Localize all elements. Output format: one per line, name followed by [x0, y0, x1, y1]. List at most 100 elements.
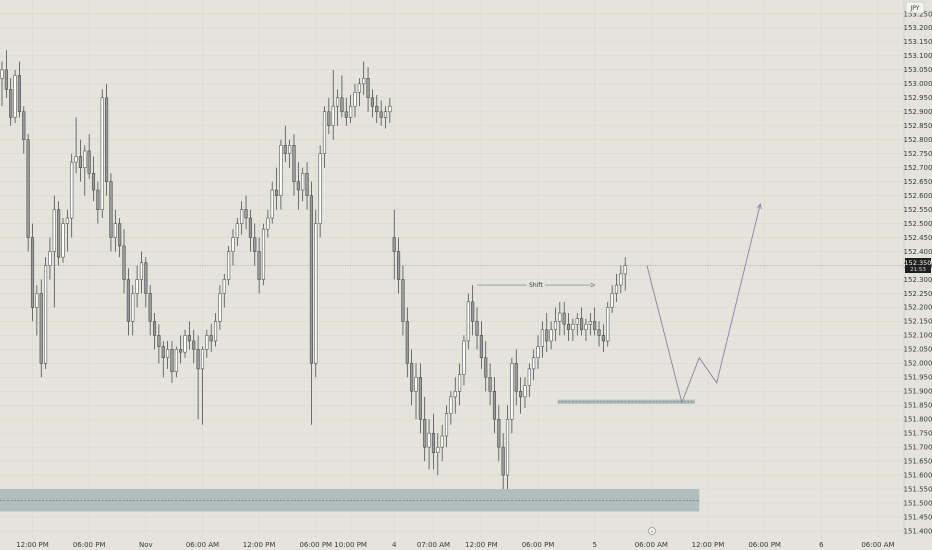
candle	[183, 329, 187, 358]
candle	[152, 313, 157, 350]
x-tick-label: 07:00 AM	[417, 541, 450, 549]
x-tick-label: 06:00 PM	[522, 541, 555, 549]
candle-body-up	[584, 323, 588, 331]
candle-body-up	[74, 156, 78, 163]
candle	[74, 117, 78, 174]
candle	[52, 195, 56, 308]
candle-body-down	[57, 209, 61, 258]
candle	[157, 324, 161, 364]
time-marker[interactable]: ⚡	[648, 527, 656, 536]
candle	[580, 307, 584, 336]
candle-body-down	[405, 321, 409, 364]
time-marker-icon: ⚡	[650, 529, 653, 535]
candle-body-down	[257, 251, 261, 280]
y-tick-label: 151.950	[904, 374, 932, 382]
candle	[296, 162, 300, 210]
y-tick-label: 153.050	[904, 66, 932, 74]
candle	[283, 125, 287, 163]
candle	[261, 223, 266, 286]
candle-body-down	[593, 321, 597, 331]
candle	[606, 301, 610, 347]
candle	[231, 229, 235, 266]
candle	[357, 78, 361, 107]
y-tick-label: 151.550	[904, 485, 932, 493]
candle	[0, 61, 4, 107]
candle-body-up	[462, 340, 466, 375]
candle-body-down	[379, 111, 383, 118]
candle	[170, 340, 174, 383]
demand-zone[interactable]	[557, 399, 695, 404]
candle	[532, 349, 536, 381]
x-tick-label: 6	[819, 541, 824, 549]
projection-path[interactable]	[646, 203, 761, 404]
y-tick-label: 152.800	[904, 136, 932, 144]
candle-body-up	[427, 432, 431, 448]
x-tick-label: 12:00 PM	[243, 541, 276, 549]
x-axis-labels: 12:00 PM 06:00 PM Nov 06:00 AM 12:00 PM 06:00…	[16, 541, 894, 549]
candle	[497, 405, 501, 462]
candle-body-down	[17, 75, 21, 113]
candle-body-down	[26, 139, 30, 238]
candle-body-down	[9, 89, 13, 118]
candle-body-down	[514, 363, 518, 392]
candle-body-up	[623, 265, 627, 275]
y-tick-label: 151.650	[904, 457, 932, 465]
candle-body-up	[318, 153, 322, 224]
candle-body-down	[401, 279, 405, 322]
candle-body-up	[218, 293, 222, 322]
candle-body-up	[240, 209, 244, 224]
candle-body-down	[87, 150, 91, 174]
candle-body-down	[170, 349, 174, 372]
x-tick-label: 06:00 AM	[861, 541, 894, 549]
candle	[218, 285, 222, 330]
candle	[17, 61, 21, 118]
candle	[279, 139, 283, 210]
candle	[318, 145, 322, 238]
candle	[35, 285, 39, 336]
candle-body-down	[144, 262, 148, 294]
y-tick-label: 151.850	[904, 402, 932, 410]
candle-body-up	[466, 301, 470, 342]
candle	[44, 257, 48, 369]
candle	[436, 433, 440, 476]
candle-body-down	[179, 349, 183, 353]
candle-body-up	[322, 111, 327, 154]
candle	[597, 321, 601, 347]
y-tick-label: 152.550	[904, 206, 932, 214]
candle	[39, 279, 43, 378]
candle-body-down	[545, 329, 549, 342]
candle	[458, 363, 462, 406]
candle	[13, 69, 17, 123]
candle-body-down	[340, 97, 344, 113]
candle	[575, 313, 579, 336]
candle-body-down	[397, 251, 401, 280]
candle-body-down	[370, 97, 374, 107]
candle-body-up	[549, 329, 553, 342]
candle-body-up	[35, 293, 39, 308]
candle	[61, 217, 65, 263]
candle	[105, 83, 109, 196]
candle-body-down	[209, 335, 213, 342]
candle-body-up	[213, 321, 218, 342]
candle	[305, 162, 309, 210]
candle	[135, 265, 139, 308]
demand-zone[interactable]	[0, 489, 700, 512]
candle-body-down	[597, 329, 601, 336]
time-axis[interactable]	[0, 538, 932, 550]
candle	[174, 346, 178, 378]
plot-background	[0, 0, 904, 538]
x-tick-label: 12:00 PM	[16, 541, 49, 549]
candle	[614, 273, 619, 302]
candle	[240, 201, 244, 235]
y-tick-label: 152.250	[904, 290, 932, 298]
candle	[26, 134, 30, 252]
candle	[392, 209, 396, 280]
candle	[558, 301, 562, 336]
candle-body-down	[366, 78, 370, 99]
candle-body-up	[606, 307, 610, 342]
currency-badge[interactable]: JPY	[905, 1, 925, 14]
candle	[196, 335, 200, 420]
candle	[22, 106, 26, 154]
x-tick-label: 06:00 PM	[73, 541, 106, 549]
